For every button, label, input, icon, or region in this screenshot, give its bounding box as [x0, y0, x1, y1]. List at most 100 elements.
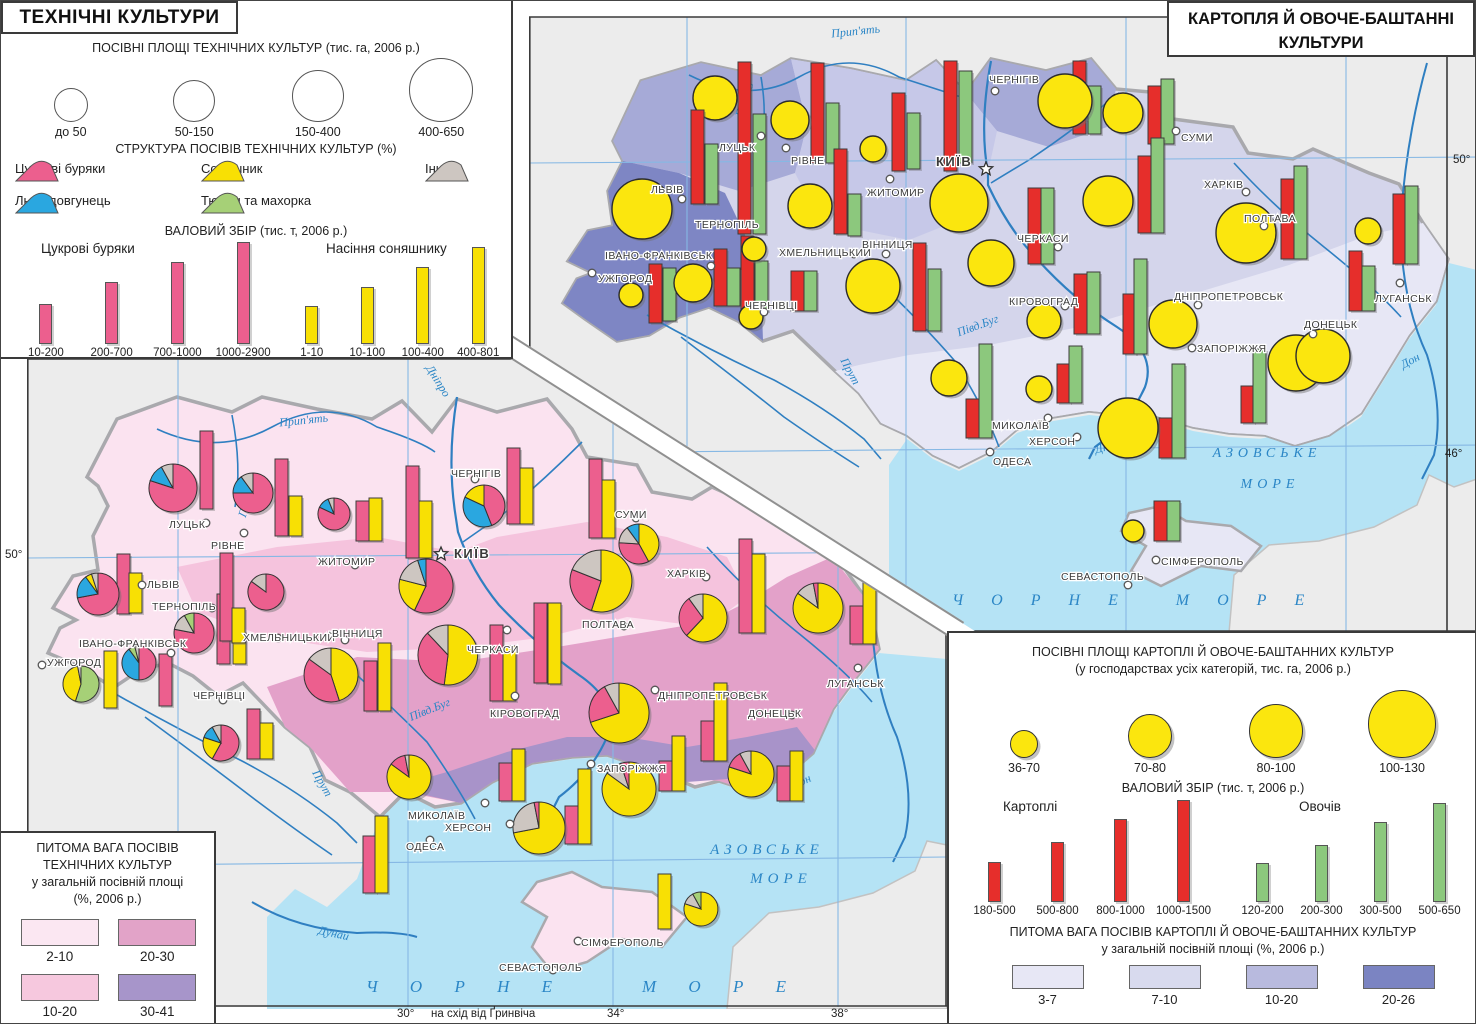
share-swatch	[20, 974, 99, 1001]
city-label: ЛУГАНСЬК	[1375, 293, 1432, 305]
harvest-bar	[1161, 79, 1174, 144]
area-circle	[674, 264, 712, 302]
city-dot	[138, 581, 146, 589]
pie-slice	[627, 524, 639, 544]
harvest-bar	[512, 749, 525, 801]
harvest-bar	[1134, 259, 1147, 354]
harvest-bar	[907, 113, 920, 169]
city-dot	[1396, 279, 1404, 287]
city-label: ЗАПОРІЖЖЯ	[1197, 343, 1266, 355]
legend-item-other: Інші	[425, 160, 469, 181]
harvest-bar	[1057, 364, 1070, 403]
sea-label: Ч О Р Н Е	[366, 977, 566, 996]
potato-area-legend-title1: ПОСІВНІ ПЛОЩІ КАРТОПЛІ Й ОВОЧЕ-БАШТАННИХ…	[1032, 645, 1394, 659]
harvest-scale-bar	[1177, 800, 1190, 902]
harvest-bar	[752, 554, 765, 633]
city-label: ЛУГАНСЬК	[827, 678, 884, 690]
pie-slice	[309, 648, 331, 675]
pie-slice	[465, 485, 484, 506]
area-circle	[930, 174, 988, 232]
pie-slice	[589, 687, 619, 723]
city-dot	[1124, 581, 1132, 589]
region-symbol-group	[930, 61, 991, 235]
sea-label: М О Р Е	[641, 977, 800, 996]
region-symbol-group	[728, 751, 805, 803]
region-symbol-group	[739, 271, 819, 332]
harvest-bar	[804, 271, 817, 311]
harvest-scale-bar	[416, 267, 430, 344]
legend-item-sugar-beet: Цукрові буряки	[15, 160, 105, 181]
vegetable-harvest-scale: Овочів 120-200 200-300 300-500 500-650	[1241, 799, 1461, 917]
city-dot	[678, 195, 686, 203]
harvest-scale-bar	[39, 304, 53, 344]
harvest-scale-bar	[1114, 819, 1127, 902]
sea-label: АЗОВСЬКЕ	[1212, 446, 1322, 461]
harvest-bar	[1349, 251, 1362, 311]
city-dot	[782, 144, 790, 152]
region-symbol-group	[463, 448, 535, 530]
city-label: КИЇВ	[936, 154, 972, 169]
city-dot	[1188, 344, 1196, 352]
area-circle	[619, 283, 643, 307]
pie-slice	[212, 725, 221, 743]
city-dot	[341, 636, 349, 644]
area-circle	[931, 360, 967, 396]
harvest-bar	[913, 243, 926, 331]
city-label: УЖГОРОД	[598, 273, 652, 285]
pie-slice	[405, 755, 409, 777]
pie-slice	[689, 594, 703, 618]
city-dot	[854, 664, 862, 672]
harvest-bar	[1028, 188, 1041, 264]
harvest-bar	[727, 268, 740, 306]
potato-map-title-line1: КАРТОПЛЯ Й ОВОЧЕ-БАШТАННІ	[1188, 10, 1454, 28]
harvest-bar	[375, 816, 388, 893]
area-circle	[1355, 218, 1381, 244]
graticule-label: 34°	[607, 1008, 625, 1020]
city-dot	[274, 634, 282, 642]
region-symbol-group	[1027, 272, 1102, 341]
region-symbol-group	[149, 431, 215, 515]
city-dot	[702, 573, 710, 581]
sunflower-wedge-icon	[201, 160, 245, 181]
region-symbol-group	[1098, 364, 1187, 461]
city-label: ДОНЕЦЬК	[1304, 319, 1358, 331]
city-label: ХАРКІВ	[1204, 179, 1243, 191]
city-dot	[38, 661, 46, 669]
city-label: ДОНЕЦЬК	[748, 708, 802, 720]
harvest-bar	[232, 608, 245, 643]
graticule-label: на схід від Ґринвіча	[431, 1008, 536, 1020]
region-symbol-group	[1122, 501, 1182, 545]
city-dot	[167, 649, 175, 657]
city-dot	[240, 529, 248, 537]
graticule-label: 50°	[1453, 154, 1471, 166]
harvest-bar	[1294, 166, 1307, 259]
region-symbol-group	[931, 344, 994, 440]
area-circle	[1216, 203, 1276, 263]
region-symbol-group	[589, 459, 662, 567]
city-dot	[588, 269, 596, 277]
flax-wedge-icon	[15, 192, 59, 213]
area-scale-circle	[1010, 730, 1038, 758]
legend-item-sunflower: Соняшник	[201, 160, 262, 181]
sea-label: АЗОВСЬКЕ	[709, 842, 824, 858]
region-symbol-group	[860, 93, 922, 173]
pie-slice	[122, 649, 139, 680]
harvest-bar	[565, 806, 578, 844]
city-label: СЕВАСТОПОЛЬ	[1061, 571, 1144, 583]
city-dot	[1061, 302, 1069, 310]
city-label: СЕВАСТОПОЛЬ	[499, 962, 582, 974]
group-name: Картоплі	[1003, 799, 1058, 814]
tech-share-title2: ТЕХНІЧНИХ КУЛЬТУР	[43, 858, 172, 872]
harvest-bar	[966, 399, 979, 438]
harvest-bar	[578, 769, 591, 844]
pie-slice	[428, 625, 449, 655]
tobacco-wedge-icon	[201, 192, 245, 213]
graticule-label: 46°	[1445, 448, 1463, 460]
city-label: РІВНЕ	[211, 540, 245, 552]
area-circle	[1027, 304, 1061, 338]
area-circle	[1122, 520, 1144, 542]
sea-label: М О Р Е	[1175, 592, 1316, 609]
city-dot	[471, 475, 479, 483]
harvest-bar	[701, 721, 714, 761]
sugar-beet-wedge-icon	[15, 160, 59, 181]
